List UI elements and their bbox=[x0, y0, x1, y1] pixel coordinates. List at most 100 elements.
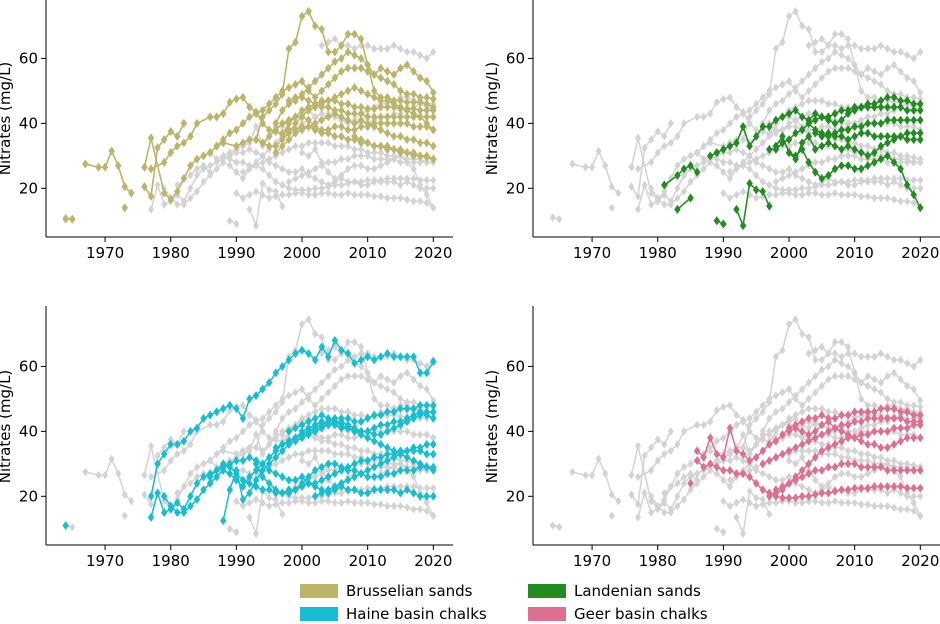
series-brusselian-sands-point bbox=[285, 83, 293, 93]
series-geer-basin-chalks-point bbox=[785, 493, 793, 503]
background-series-point bbox=[858, 394, 865, 404]
series-brusselian-sands-point bbox=[233, 141, 240, 151]
series-geer-basin-chalks-point bbox=[812, 413, 819, 423]
series-brusselian-sands-point bbox=[239, 92, 247, 102]
series-brusselian-sands-point bbox=[213, 112, 220, 122]
series-geer-basin-chalks-point bbox=[903, 417, 911, 427]
background-series-point bbox=[825, 375, 832, 384]
series-brusselian-sands-point bbox=[357, 63, 365, 73]
series-brusselian-sands-point bbox=[285, 96, 293, 106]
series-haine-basin-chalks-point bbox=[430, 407, 437, 417]
series-geer-basin-chalks-point bbox=[871, 482, 878, 492]
series-brusselian-sands-point bbox=[272, 118, 279, 128]
series-haine-basin-chalks-point bbox=[331, 459, 339, 469]
background-series-point bbox=[266, 407, 273, 417]
background-series-point bbox=[877, 349, 884, 358]
series-geer-basin-chalks-point bbox=[851, 433, 858, 443]
background-series-point bbox=[69, 522, 76, 532]
series-brusselian-sands-point bbox=[193, 154, 201, 164]
series-geer-basin-chalks-point bbox=[785, 478, 793, 488]
series-geer-basin-chalks-point bbox=[857, 436, 865, 446]
series-landenian-sands-point bbox=[798, 112, 806, 122]
background-series-point bbox=[805, 446, 812, 456]
background-series-point bbox=[595, 454, 602, 464]
background-series-point bbox=[753, 145, 760, 154]
series-haine-basin-chalks-point bbox=[364, 488, 371, 498]
series-geer-basin-chalks-point bbox=[917, 420, 924, 430]
series-haine-basin-chalks-point bbox=[285, 355, 293, 365]
series-geer-basin-chalks-point bbox=[917, 465, 924, 475]
background-series-point bbox=[430, 175, 437, 185]
background-series-point bbox=[312, 174, 319, 183]
background-series-point bbox=[805, 70, 812, 79]
series-geer-basin-chalks-point bbox=[871, 462, 878, 472]
background-series-point bbox=[648, 200, 655, 209]
series-geer-basin-chalks-point bbox=[752, 478, 760, 488]
series-brusselian-sands-point bbox=[397, 112, 404, 122]
series-brusselian-sands-point bbox=[246, 112, 253, 122]
series-geer-basin-chalks-point bbox=[864, 413, 872, 423]
series-brusselian-sands-point bbox=[318, 99, 325, 109]
series-landenian-sands-point bbox=[851, 122, 858, 132]
background-series-point bbox=[845, 63, 852, 73]
background-series-point bbox=[871, 375, 878, 384]
background-series-point bbox=[193, 164, 201, 174]
background-series-point bbox=[831, 41, 838, 50]
y-tick-label: 40 bbox=[506, 114, 525, 132]
series-geer-basin-chalks-point bbox=[884, 443, 891, 453]
background-series-point bbox=[305, 493, 312, 503]
series-haine-basin-chalks-point bbox=[265, 465, 273, 475]
background-series-point bbox=[272, 161, 279, 170]
series-haine-basin-chalks-point bbox=[246, 394, 253, 404]
series-haine-basin-chalks-point bbox=[206, 472, 214, 482]
series-landenian-sands-point bbox=[851, 131, 858, 141]
series-brusselian-sands-point bbox=[285, 135, 293, 145]
series-geer-basin-chalks-point bbox=[838, 420, 845, 430]
y-axis-label: Nitrates (mg/L) bbox=[0, 62, 14, 176]
series-haine-basin-chalks-point bbox=[403, 417, 411, 427]
series-brusselian-sands-point bbox=[351, 109, 358, 119]
background-series-point bbox=[371, 192, 378, 201]
series-haine-basin-chalks-point bbox=[377, 352, 385, 362]
legend-item-landenian-sands: Landenian sands bbox=[528, 581, 701, 601]
background-series bbox=[720, 187, 924, 212]
background-series-point bbox=[239, 401, 246, 410]
series-landenian-sands-point bbox=[910, 115, 917, 125]
series-haine-basin-chalks-point bbox=[246, 478, 253, 488]
series-haine-basin-chalks-point bbox=[252, 482, 260, 492]
background-series-point bbox=[325, 436, 332, 446]
series-haine-basin-chalks-point bbox=[364, 426, 371, 436]
series-landenian-sands-point bbox=[746, 141, 753, 151]
series-haine-basin-chalks-point bbox=[226, 400, 234, 410]
series-brusselian-sands-point bbox=[351, 83, 358, 93]
background-series-point bbox=[239, 193, 246, 203]
background-series-point bbox=[858, 456, 865, 465]
series-brusselian-sands-point bbox=[239, 138, 247, 148]
series-landenian-sands-point bbox=[903, 96, 911, 106]
series-brusselian-sands-point bbox=[167, 195, 174, 205]
background-series-point bbox=[358, 349, 365, 358]
background-series-point bbox=[831, 355, 838, 365]
series-geer-basin-chalks-point bbox=[844, 485, 852, 495]
background-series-point bbox=[884, 501, 891, 511]
background-series-point bbox=[397, 371, 404, 381]
series-brusselian-sands-point bbox=[377, 73, 385, 83]
background-series-point bbox=[141, 490, 148, 499]
series-landenian-sands-point bbox=[871, 148, 878, 158]
background-series-point bbox=[910, 362, 917, 371]
background-series-point bbox=[917, 88, 924, 97]
background-series-point bbox=[648, 443, 655, 452]
background-series-point bbox=[423, 384, 430, 394]
background-series-point bbox=[746, 158, 753, 167]
series-haine-basin-chalks-point bbox=[357, 430, 365, 440]
series-geer-basin-chalks-point bbox=[831, 439, 839, 449]
background-series-point bbox=[792, 83, 799, 92]
series-brusselian-sands-point bbox=[141, 182, 148, 192]
background-series-point bbox=[910, 401, 917, 410]
background-series-point bbox=[430, 203, 437, 212]
background-series-point bbox=[825, 180, 832, 190]
background-series-point bbox=[667, 200, 674, 209]
series-landenian-sands-point bbox=[864, 151, 872, 161]
background-series-point bbox=[746, 164, 753, 174]
series-haine-basin-chalks-point bbox=[338, 478, 345, 488]
